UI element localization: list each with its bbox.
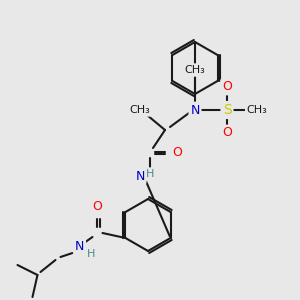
Text: O: O xyxy=(222,80,232,94)
Text: N: N xyxy=(135,169,145,182)
Text: N: N xyxy=(190,103,200,116)
Text: O: O xyxy=(222,127,232,140)
Text: S: S xyxy=(223,103,231,117)
Text: CH₃: CH₃ xyxy=(247,105,267,115)
Text: CH₃: CH₃ xyxy=(130,105,150,115)
Text: N: N xyxy=(75,239,84,253)
Text: H: H xyxy=(146,169,154,179)
Text: O: O xyxy=(172,146,182,158)
Text: O: O xyxy=(92,200,102,212)
Text: CH₃: CH₃ xyxy=(184,65,206,75)
Text: H: H xyxy=(87,249,96,259)
